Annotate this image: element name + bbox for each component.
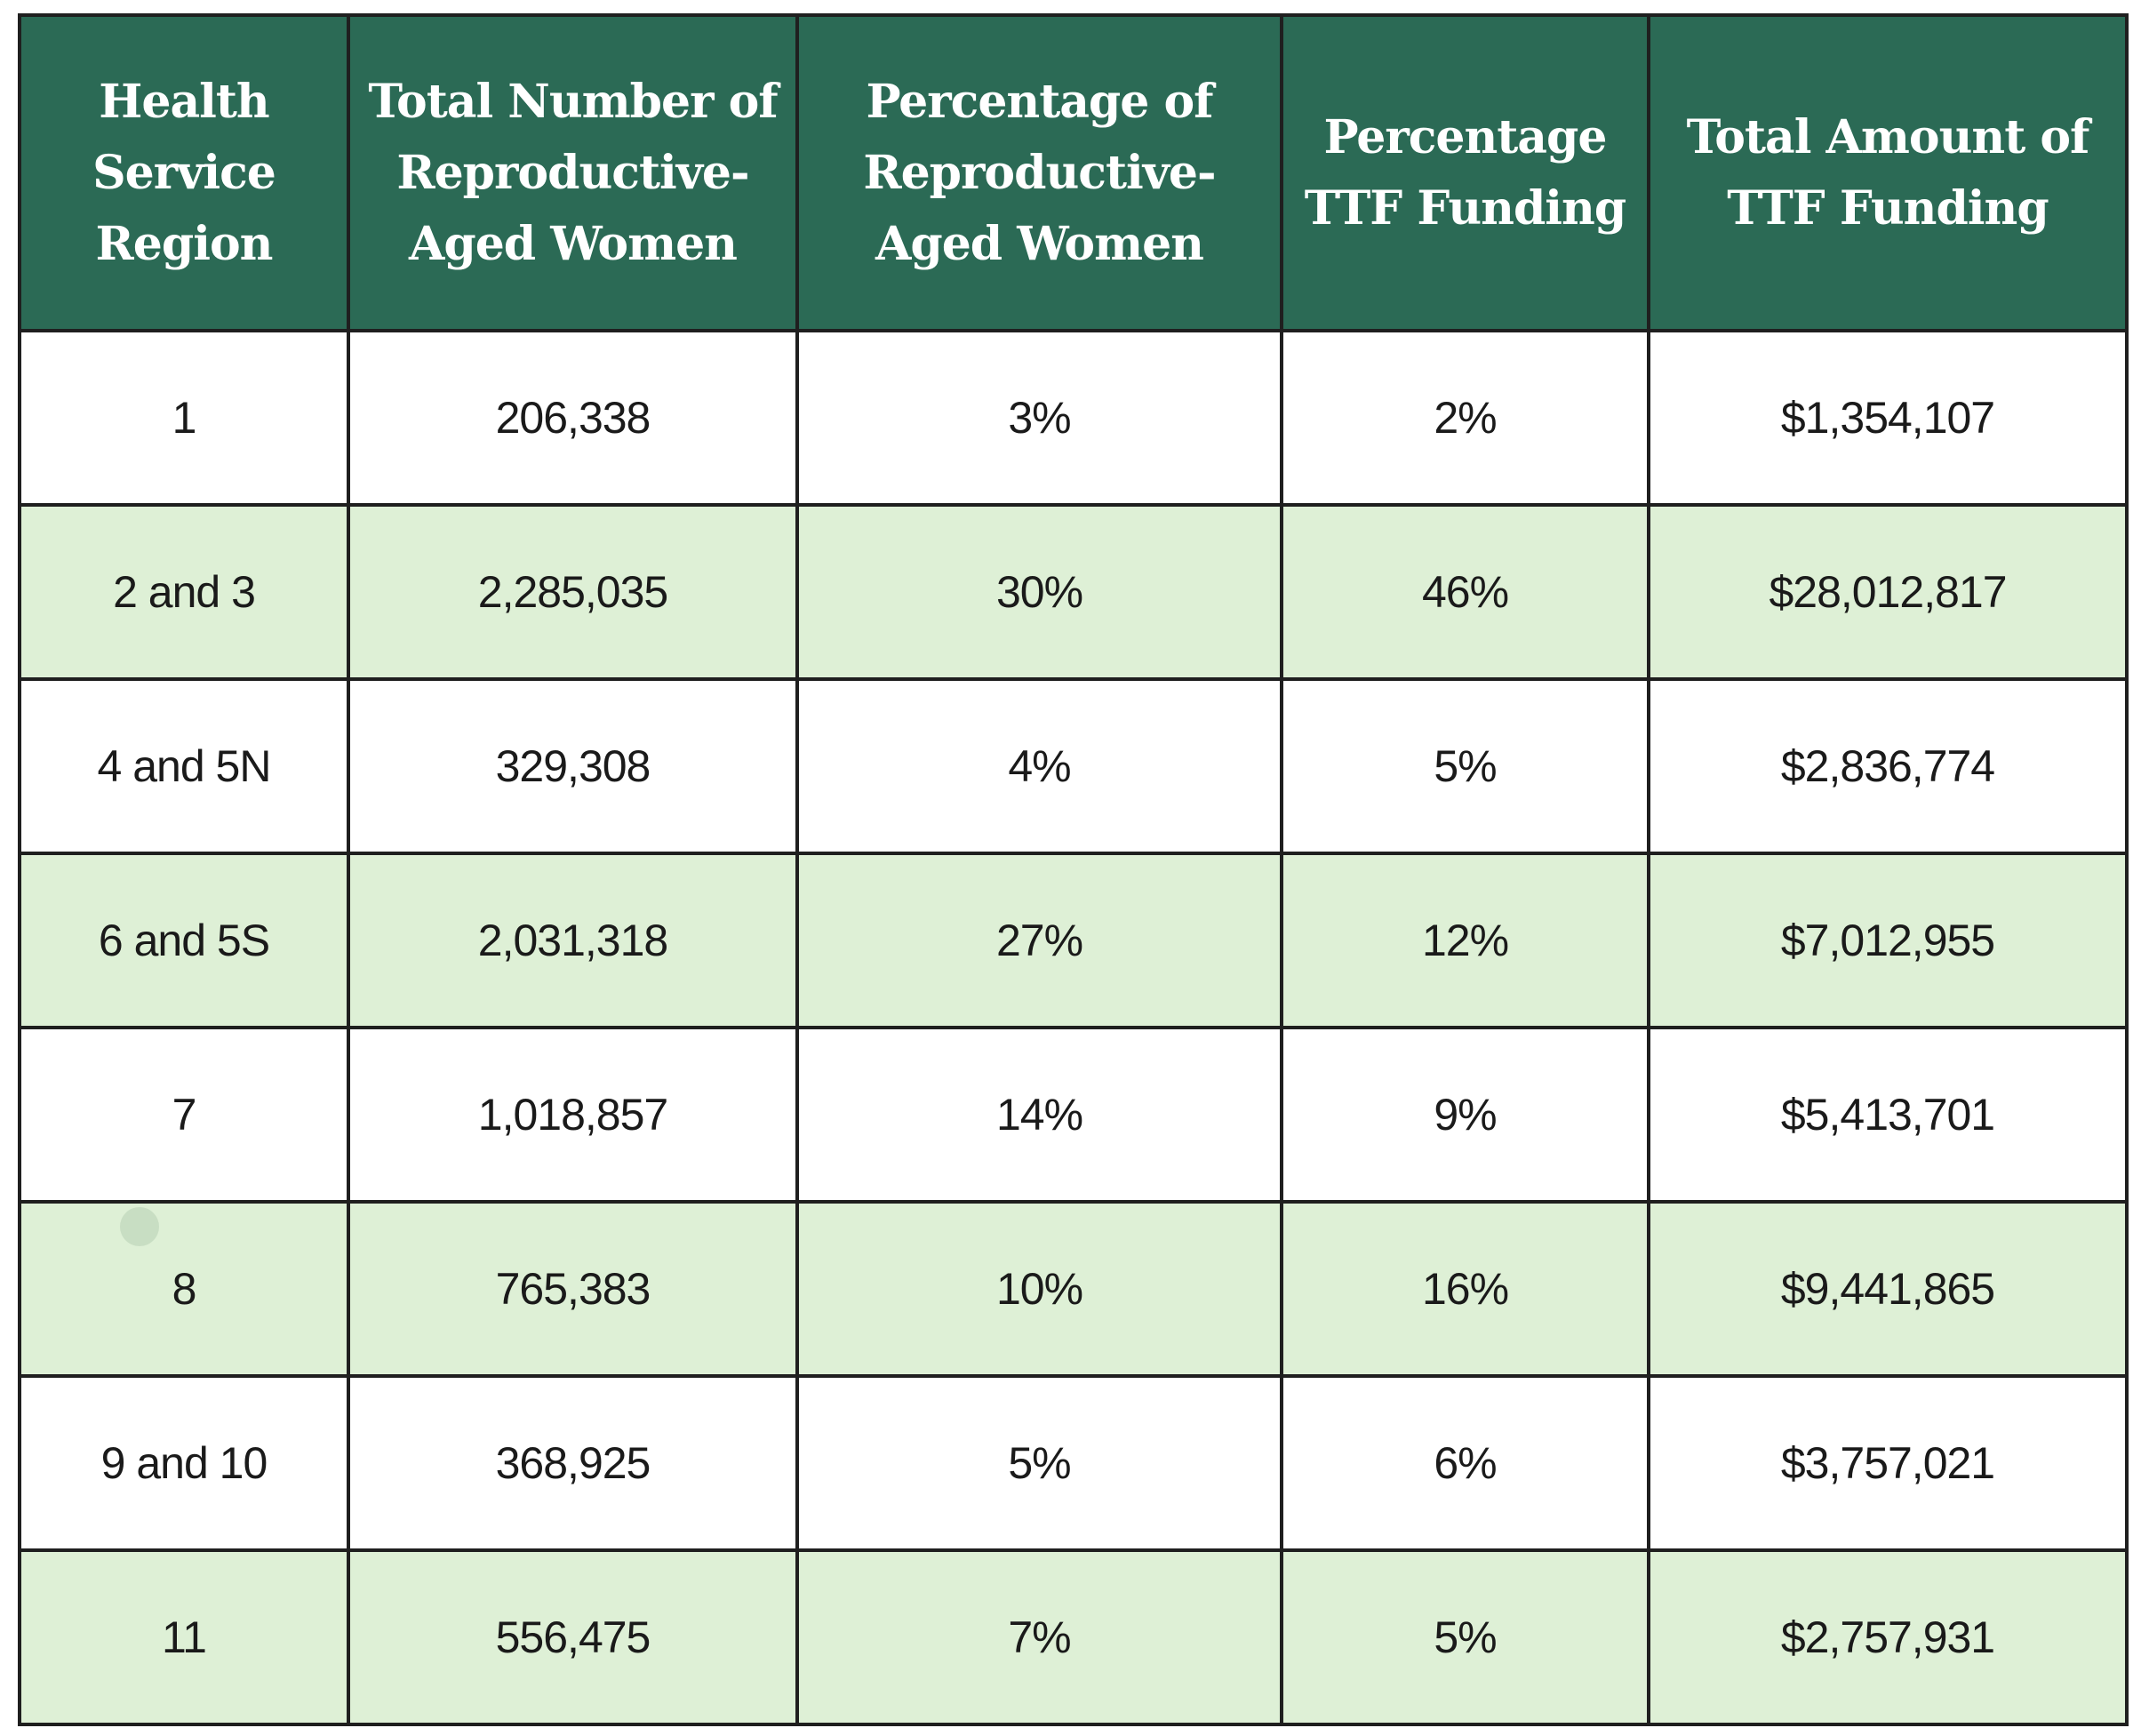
header-health-service-region: Health Service Region [18,13,350,332]
funding-table: Health Service Region Total Number of Re… [18,13,2129,1726]
decorative-dot [120,1207,159,1246]
cell-total-women: 765,383 [347,1200,799,1378]
cell-percent-women: 30% [795,503,1283,681]
cell-percent-women: 7% [795,1548,1283,1726]
cell-region: 4 and 5N [18,677,350,855]
table-row: 7 1,018,857 14% 9% $5,413,701 [18,1026,2129,1204]
cell-percent-women: 5% [795,1374,1283,1552]
cell-percent-funding: 5% [1280,1548,1650,1726]
cell-total-funding: $1,354,107 [1647,329,2129,507]
cell-percent-women: 3% [795,329,1283,507]
cell-total-women: 368,925 [347,1374,799,1552]
cell-total-women: 2,031,318 [347,852,799,1029]
cell-total-women: 556,475 [347,1548,799,1726]
cell-percent-funding: 9% [1280,1026,1650,1204]
cell-percent-women: 4% [795,677,1283,855]
cell-percent-funding: 46% [1280,503,1650,681]
table-row: 11 556,475 7% 5% $2,757,931 [18,1548,2129,1726]
cell-total-funding: $28,012,817 [1647,503,2129,681]
header-row: Health Service Region Total Number of Re… [18,13,2129,332]
cell-total-funding: $2,757,931 [1647,1548,2129,1726]
table-row: 8 765,383 10% 16% $9,441,865 [18,1200,2129,1378]
cell-percent-women: 10% [795,1200,1283,1378]
table-row: 2 and 3 2,285,035 30% 46% $28,012,817 [18,503,2129,681]
table-row: 1 206,338 3% 2% $1,354,107 [18,329,2129,507]
header-percentage-women: Percentage of Reproductive-Aged Women [795,13,1283,332]
cell-total-women: 329,308 [347,677,799,855]
header-total-number-women: Total Number of Reproductive-Aged Women [347,13,799,332]
table-row: 6 and 5S 2,031,318 27% 12% $7,012,955 [18,852,2129,1029]
table-row: 4 and 5N 329,308 4% 5% $2,836,774 [18,677,2129,855]
header-total-ttf-funding: Total Amount of TTF Funding [1647,13,2129,332]
cell-region: 7 [18,1026,350,1204]
cell-region: 11 [18,1548,350,1726]
cell-percent-funding: 2% [1280,329,1650,507]
cell-region: 8 [18,1200,350,1378]
cell-percent-women: 14% [795,1026,1283,1204]
cell-percent-funding: 6% [1280,1374,1650,1552]
cell-total-women: 206,338 [347,329,799,507]
cell-total-funding: $2,836,774 [1647,677,2129,855]
cell-region: 2 and 3 [18,503,350,681]
cell-percent-funding: 12% [1280,852,1650,1029]
cell-percent-funding: 5% [1280,677,1650,855]
cell-total-funding: $3,757,021 [1647,1374,2129,1552]
cell-region: 9 and 10 [18,1374,350,1552]
cell-total-women: 2,285,035 [347,503,799,681]
cell-percent-women: 27% [795,852,1283,1029]
cell-region: 6 and 5S [18,852,350,1029]
cell-total-funding: $9,441,865 [1647,1200,2129,1378]
cell-total-funding: $7,012,955 [1647,852,2129,1029]
cell-total-women: 1,018,857 [347,1026,799,1204]
header-percentage-ttf-funding: Percentage TTF Funding [1280,13,1650,332]
cell-region: 1 [18,329,350,507]
cell-total-funding: $5,413,701 [1647,1026,2129,1204]
cell-percent-funding: 16% [1280,1200,1650,1378]
table-row: 9 and 10 368,925 5% 6% $3,757,021 [18,1374,2129,1552]
